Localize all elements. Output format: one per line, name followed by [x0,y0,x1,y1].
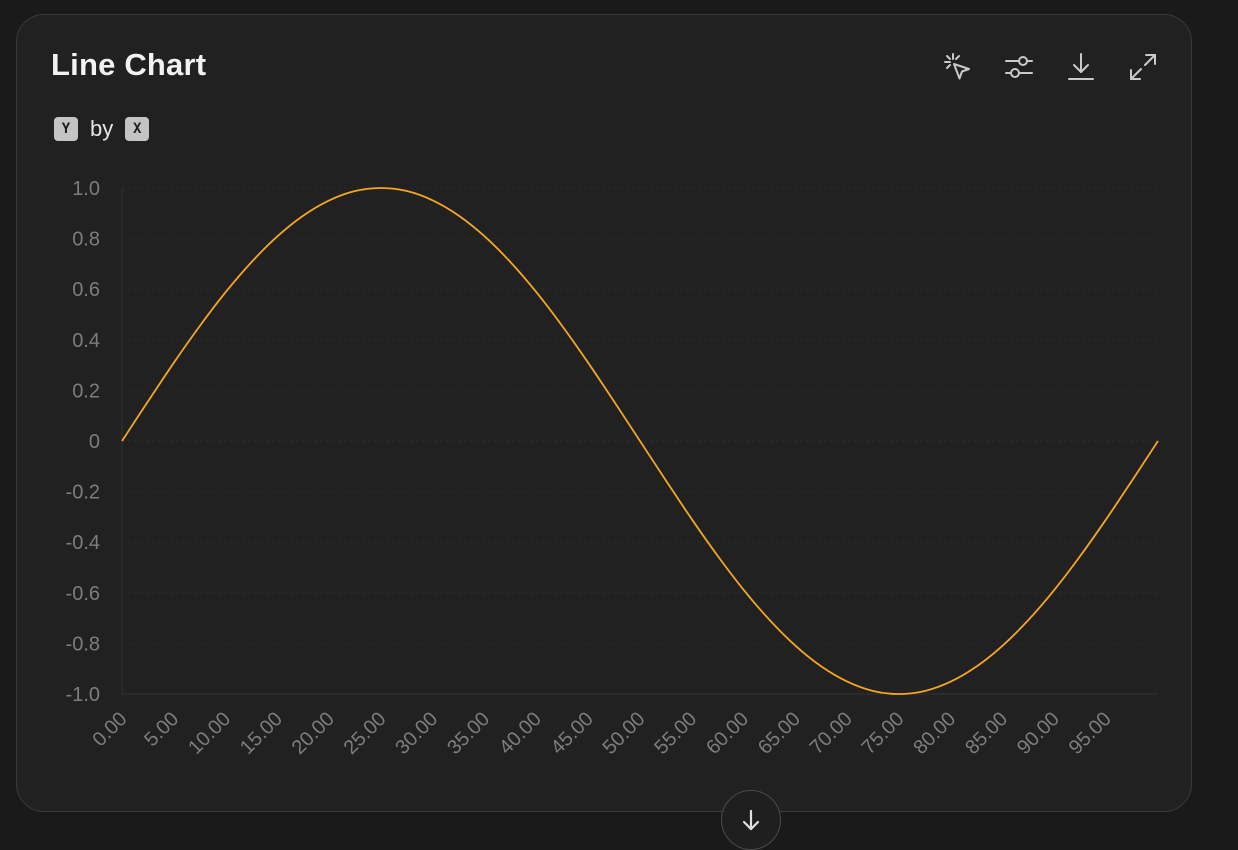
x-tick-label: 50.00 [599,708,650,759]
chart-subtitle: Y by X [54,116,150,142]
x-key-chip: X [125,117,150,141]
x-tick-label: 15.00 [236,708,287,759]
x-tick-label: 0.00 [88,708,131,751]
arrow-down-icon [742,809,760,831]
settings-button[interactable] [1001,49,1037,85]
expand-button[interactable] [1125,49,1161,85]
y-tick-label: 0 [89,431,100,453]
x-tick-label: 10.00 [184,708,235,759]
y-key-chip: Y [54,117,78,141]
download-button[interactable] [1063,49,1099,85]
chart-card: Line Chart [16,14,1192,812]
chart-title: Line Chart [51,47,207,82]
y-tick-label: -0.2 [66,482,100,504]
select-icon [944,53,970,80]
x-tick-label: 20.00 [288,708,339,759]
y-tick-label: -0.8 [66,633,100,655]
download-icon [1068,53,1094,80]
y-tick-label: 1.0 [72,178,100,200]
x-tick-label: 90.00 [1013,708,1064,759]
by-text: by [90,116,114,141]
x-tick-label: 60.00 [702,708,753,759]
y-tick-label: 0.6 [72,279,100,301]
x-tick-label: 35.00 [443,708,494,759]
x-tick-label: 25.00 [340,708,391,759]
scroll-down-button[interactable] [721,790,781,850]
y-tick-labels: 1.0 0.8 0.6 0.4 0.2 0 -0.2 -0.4 -0.6 -0.8 -1.0 [66,178,100,706]
chart-toolbar [939,49,1161,85]
y-tick-label: 0.4 [72,330,100,352]
x-tick-label: 75.00 [858,708,909,759]
y-tick-label: -0.6 [66,583,100,605]
y-tick-label: 0.8 [72,229,100,251]
x-tick-label: 70.00 [806,708,857,759]
select-button[interactable] [939,49,975,85]
x-tick-label: 65.00 [754,708,805,759]
y-tick-label: -1.0 [66,684,100,706]
x-tick-label: 40.00 [495,708,546,759]
y-tick-label: 0.2 [72,380,100,402]
x-tick-labels: 0.00 5.00 10.00 15.00 20.00 25.00 30.00 35.00 40… [88,708,1115,759]
x-tick-label: 45.00 [547,708,598,759]
expand-icon [1130,54,1156,80]
x-tick-label: 85.00 [961,708,1012,759]
x-tick-label: 95.00 [1065,708,1116,759]
x-tick-label: 80.00 [909,708,960,759]
y-tick-label: -0.4 [66,532,100,554]
series-line [121,187,1159,695]
line-chart-plot: 1.0 0.8 0.6 0.4 0.2 0 -0.2 -0.4 -0.6 -0.8 -1.0 0.0… [66,178,1159,759]
sliders-icon [1005,56,1033,78]
x-tick-label: 55.00 [650,708,701,759]
x-tick-label: 5.00 [140,708,183,751]
x-tick-label: 30.00 [391,708,442,759]
